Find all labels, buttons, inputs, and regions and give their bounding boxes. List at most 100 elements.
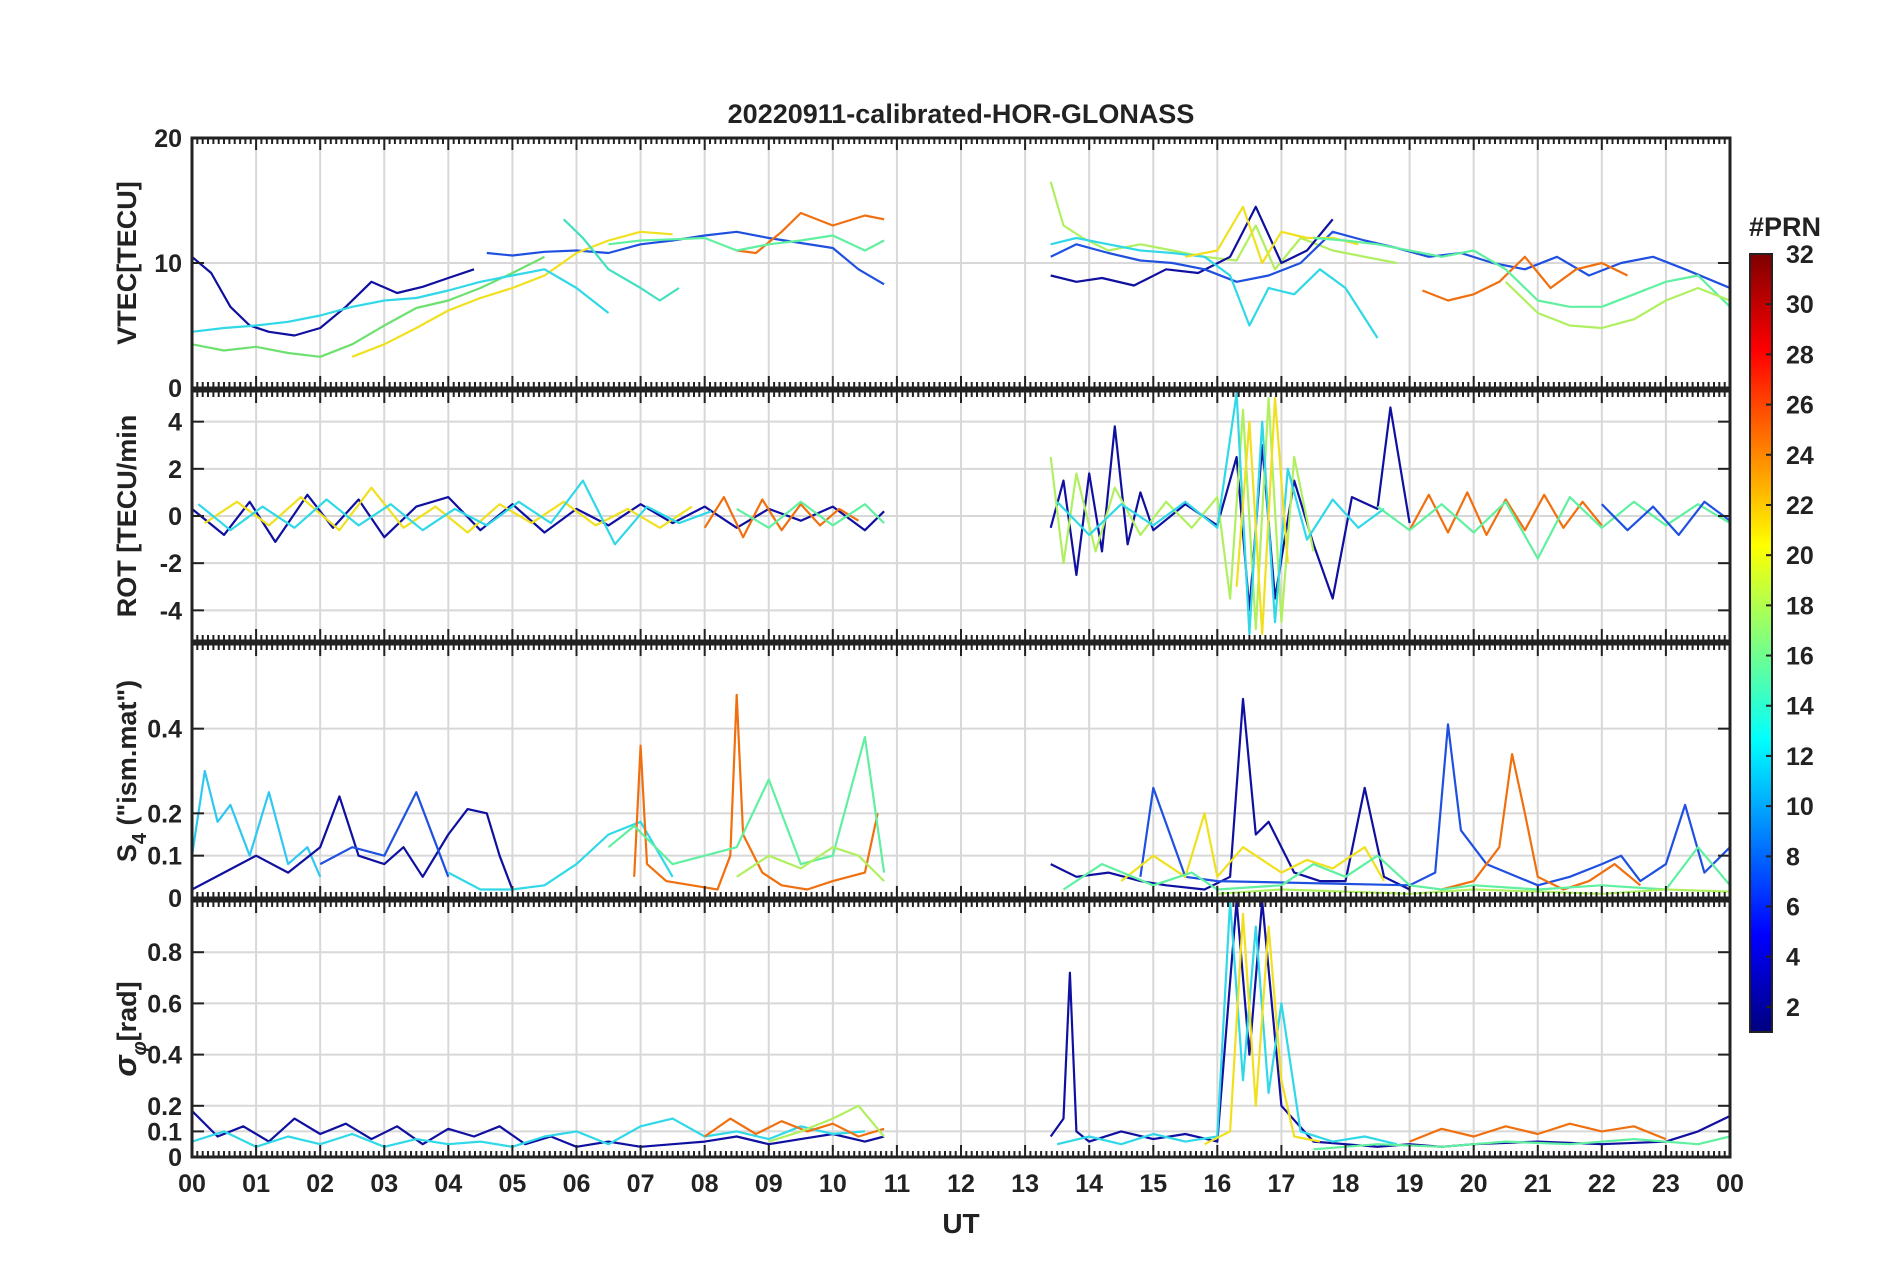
x-axis-label: UT — [942, 1208, 979, 1239]
x-tick-label: 13 — [1011, 1170, 1039, 1198]
series-line — [192, 1110, 885, 1148]
series-group-rot — [192, 392, 1730, 636]
colorbar-tick-label: 24 — [1786, 442, 1814, 470]
colorbar-label: #PRN — [1749, 212, 1821, 242]
subplot-vtec: 0 10 20 VTEC[TECU] — [112, 125, 1732, 403]
series-line — [192, 268, 610, 333]
y-tick-label: 0.6 — [147, 990, 182, 1018]
series-line — [319, 791, 450, 878]
x-tick-label: 05 — [499, 1170, 527, 1198]
series-line — [1504, 281, 1730, 330]
colorbar-tick-label: 4 — [1786, 944, 1800, 972]
y-tick-label: -2 — [160, 550, 182, 578]
y-tick-label: 0.1 — [147, 843, 182, 871]
series-line — [1313, 1135, 1730, 1151]
series-line — [1049, 406, 1411, 612]
series-line — [1050, 205, 1334, 287]
x-tick-label: 14 — [1075, 1170, 1103, 1198]
x-tick-label: 02 — [306, 1170, 334, 1198]
x-tick-label: 19 — [1396, 1170, 1424, 1198]
x-tick-label: 10 — [819, 1170, 847, 1198]
x-minor-ticks — [191, 138, 1731, 388]
x-tick-label: 18 — [1332, 1170, 1360, 1198]
series-line — [1139, 723, 1730, 887]
y-axis-label: σφ[rad] — [107, 981, 151, 1076]
x-tick-label: 00 — [1716, 1170, 1744, 1198]
colorbar-tick-label: 12 — [1786, 743, 1814, 771]
x-tick-label: 07 — [627, 1170, 655, 1198]
colorbar-tick-label: 30 — [1786, 291, 1814, 319]
x-minor-ticks — [191, 901, 1731, 1157]
grid-rot — [191, 391, 1731, 641]
x-tick-label: 16 — [1203, 1170, 1231, 1198]
colorbar-tick-label: 8 — [1786, 843, 1800, 871]
x-tick-label: 03 — [370, 1170, 398, 1198]
series-line — [736, 500, 885, 529]
series-line — [1120, 812, 1385, 882]
y-tick-label: 0 — [168, 885, 182, 913]
series-line — [768, 1104, 885, 1143]
series-line — [1056, 392, 1385, 636]
series-line — [1408, 491, 1603, 537]
series-line — [703, 496, 860, 539]
y-tick-label: 2 — [168, 456, 182, 484]
y-tick-label: 0 — [168, 1144, 182, 1172]
colorbar-tick-label: 22 — [1786, 492, 1814, 520]
y-tick-label: 20 — [154, 125, 182, 153]
x-tick-label: 08 — [691, 1170, 719, 1198]
y-tick-label: 0.4 — [147, 1042, 182, 1070]
colorbar-tick-label: 16 — [1786, 643, 1814, 671]
colorbar-tick-label: 20 — [1786, 542, 1814, 570]
series-line — [633, 693, 879, 891]
series-group-sigma-phi — [192, 901, 1730, 1151]
x-tick-label: 22 — [1588, 1170, 1616, 1198]
series-line — [1049, 397, 1315, 631]
x-tick-label: 06 — [563, 1170, 591, 1198]
series-line — [1185, 205, 1359, 265]
series-line — [736, 211, 885, 255]
series-line — [192, 795, 514, 891]
y-tick-label: 0 — [168, 375, 182, 403]
x-tick-label: 23 — [1652, 1170, 1680, 1198]
x-tick-label: 01 — [242, 1170, 270, 1198]
x-tick-label: 00 — [178, 1170, 206, 1198]
colorbar-gradient — [1749, 253, 1773, 1033]
y-tick-label: 0.4 — [147, 716, 182, 744]
y-axis-label: VTEC[TECU] — [112, 181, 142, 345]
y-tick-label: 0.2 — [147, 800, 182, 828]
colorbar-tick-label: 18 — [1786, 592, 1814, 620]
series-group-s4 — [192, 693, 1730, 895]
series-line — [1050, 236, 1379, 339]
y-tick-label: 0 — [168, 503, 182, 531]
series-line — [1601, 500, 1730, 537]
series-line — [192, 255, 545, 358]
subplot-rot: -4 -2 0 2 4 ROT [TECU/min — [112, 389, 1732, 643]
x-minor-ticks — [191, 644, 1731, 898]
y-tick-label: 0.2 — [147, 1093, 182, 1121]
series-line — [1056, 901, 1398, 1146]
series-line — [562, 218, 680, 302]
series-line — [1062, 846, 1730, 891]
y-tick-label: 0.8 — [147, 939, 182, 967]
series-line — [197, 479, 712, 546]
y-tick-label: -4 — [160, 597, 182, 625]
y-tick-label: 10 — [154, 250, 182, 278]
x-tick-label: 12 — [947, 1170, 975, 1198]
y-tick-label: 4 — [168, 409, 182, 437]
y-axis-label: S4 ("ism.mat") — [112, 680, 151, 862]
colorbar-tick-label: 2 — [1786, 994, 1800, 1022]
subplot-s4: 0 0.1 0.2 0.4S4 ("ism.mat") — [112, 642, 1732, 913]
series-line — [204, 486, 693, 534]
series-line — [192, 493, 885, 544]
x-tick-label: 21 — [1524, 1170, 1552, 1198]
y-tick-label: 0.1 — [147, 1118, 182, 1146]
series-line — [736, 846, 885, 882]
series-line — [1235, 397, 1289, 636]
x-tick-label: 11 — [884, 1170, 911, 1198]
x-minor-ticks — [191, 391, 1731, 641]
series-line — [1050, 697, 1411, 891]
series-line — [192, 769, 322, 878]
series-line — [351, 230, 673, 358]
